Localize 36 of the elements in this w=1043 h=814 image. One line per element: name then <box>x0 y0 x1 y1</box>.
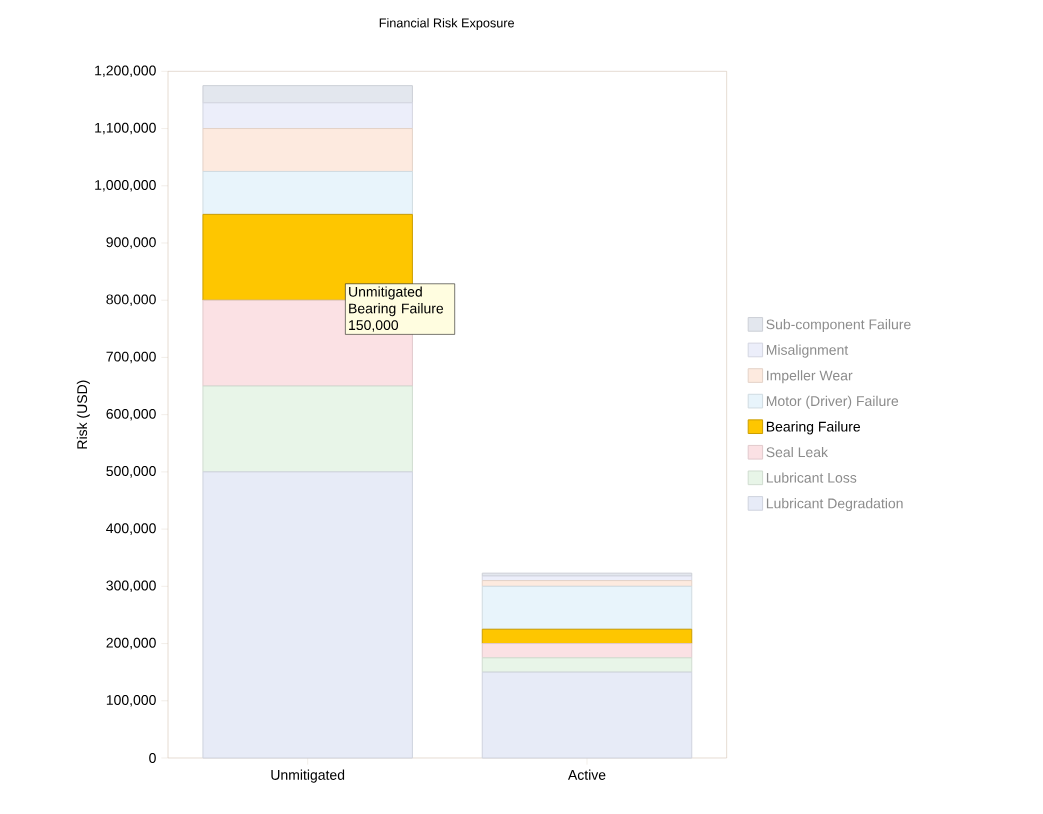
y-tick-label: 100,000 <box>106 694 156 707</box>
y-tick-label: 1,100,000 <box>95 122 156 135</box>
x-tick-label: Unmitigated <box>271 769 345 783</box>
y-tick-label: 800,000 <box>106 294 156 306</box>
legend-label: Bearing Failure <box>766 421 861 435</box>
bar <box>481 585 693 630</box>
bar <box>202 170 413 215</box>
bar <box>481 628 693 645</box>
annotation: Unmitigated Bearing Failure 150,000 <box>349 286 444 332</box>
bar <box>481 575 693 582</box>
bar <box>481 671 693 759</box>
legend-label: Seal Leak <box>766 446 829 458</box>
y-tick-label: 700,000 <box>106 351 156 364</box>
y-tick-label: 300,000 <box>106 580 156 593</box>
y-tick-label: 500,000 <box>106 466 156 478</box>
y-tick-label: 600,000 <box>106 408 156 421</box>
legend-label: Motor (Driver) Failure <box>766 395 899 409</box>
legend-label: Sub-component Failure <box>766 319 911 333</box>
bar <box>202 385 413 473</box>
bar <box>481 657 693 673</box>
y-tick-label: 900,000 <box>106 237 156 249</box>
y-tick-label: 1,000,000 <box>95 180 156 192</box>
bar <box>481 643 693 659</box>
y-tick-label: 400,000 <box>106 523 156 535</box>
x-tick-label: Active <box>567 769 606 780</box>
bar <box>202 128 413 172</box>
legend-label: Lubricant Loss <box>766 472 857 483</box>
y-tick-label: 200,000 <box>106 637 156 650</box>
legend-label: Impeller Wear <box>767 370 853 384</box>
y-tick-label: 0 <box>149 753 156 763</box>
y-tick-label: 1,200,000 <box>95 65 156 78</box>
bar <box>202 471 413 759</box>
legend-label: Misalignment <box>766 344 849 358</box>
y-axis-title: Risk (USD) <box>76 380 90 449</box>
legend-label: Lubricant Degradation <box>766 498 903 512</box>
chart-title: Financial Risk Exposure <box>379 18 515 30</box>
